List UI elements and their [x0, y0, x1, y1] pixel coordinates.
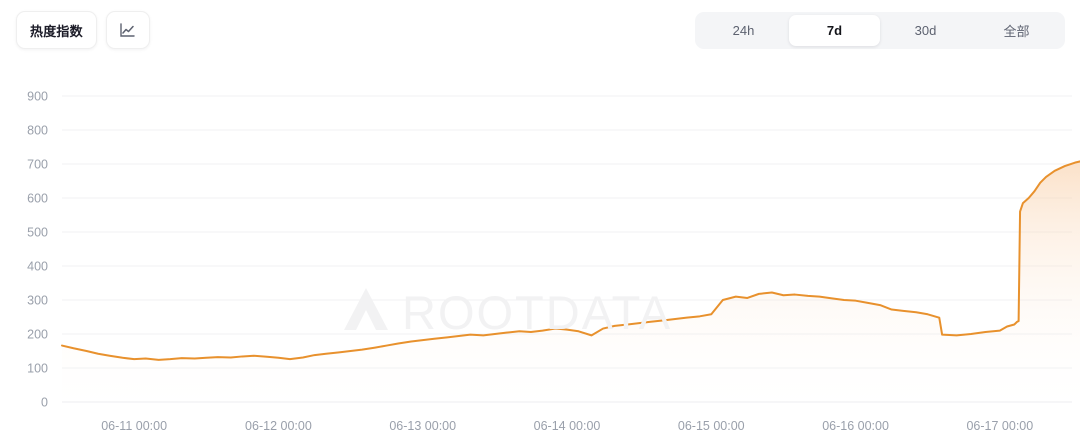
y-axis-tick-label: 500: [27, 226, 48, 240]
x-axis-tick-label: 06-14 00:00: [534, 419, 601, 433]
chart-svg: 0 100 200 300 400 500 600 700 800 900 06-11 00:00…: [27, 90, 1080, 433]
chart-toolbar: 热度指数 24h 7d 30d 全部: [0, 0, 1080, 62]
range-option-30d[interactable]: 30d: [914, 23, 937, 38]
y-axis-tick-label: 200: [27, 328, 48, 342]
range-option-24h[interactable]: 24h: [732, 23, 755, 38]
y-axis-tick-label: 800: [27, 124, 48, 138]
y-axis-tick-label: 300: [27, 294, 48, 308]
time-range-selector[interactable]: 24h 7d 30d 全部: [695, 12, 1065, 49]
x-axis-tick-label: 06-12 00:00: [245, 419, 312, 433]
range-option-7d[interactable]: 7d: [789, 15, 880, 46]
x-axis-tick-label: 06-16 00:00: [822, 419, 889, 433]
y-axis-tick-label: 600: [27, 192, 48, 206]
x-axis-labels: 06-11 00:00 06-12 00:00 06-13 00:00 06-14 0…: [101, 419, 1033, 433]
x-axis-tick-label: 06-15 00:00: [678, 419, 745, 433]
y-axis-tick-label: 900: [27, 90, 48, 104]
x-axis-tick-label: 06-13 00:00: [389, 419, 456, 433]
y-axis-labels: 0 100 200 300 400 500 600 700 800 900: [27, 90, 48, 410]
y-axis-tick-label: 700: [27, 158, 48, 172]
area-fill: [62, 161, 1080, 402]
series-line-heat-index: [61, 160, 1080, 361]
chart-type-button[interactable]: [105, 11, 150, 49]
toolbar-left-controls: 热度指数: [16, 11, 150, 49]
line-chart-icon: [118, 21, 137, 40]
y-axis-tick-label: 0: [41, 396, 48, 410]
range-option-all[interactable]: 全部: [1003, 24, 1030, 39]
metric-button-heat-index[interactable]: 热度指数: [16, 11, 97, 49]
x-axis-tick-label: 06-11 00:00: [101, 419, 167, 433]
y-axis-tick-label: 400: [27, 260, 48, 274]
x-axis-tick-label: 06-17 00:00: [966, 419, 1033, 433]
heat-index-chart[interactable]: 0 100 200 300 400 500 600 700 800 900 06-11 00:00…: [0, 62, 1080, 439]
y-axis-tick-label: 100: [27, 362, 48, 376]
